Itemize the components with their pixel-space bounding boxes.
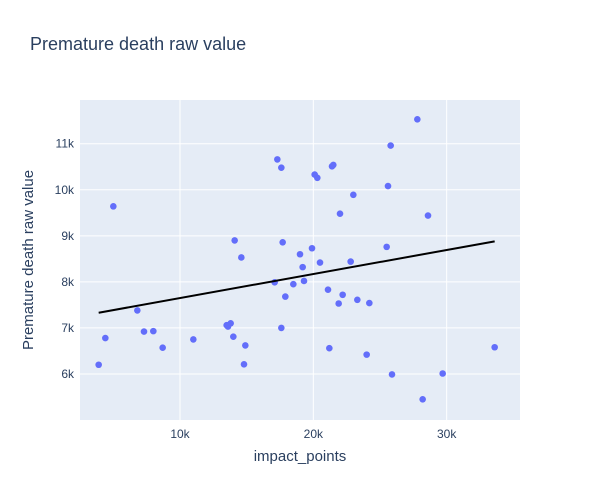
scatter-point — [335, 300, 342, 307]
scatter-point — [190, 336, 197, 343]
scatter-point — [383, 243, 390, 251]
scatter-point — [242, 342, 249, 349]
grid-lines — [80, 100, 520, 420]
scatter-point — [388, 371, 396, 378]
scatter-point — [95, 361, 102, 369]
scatter-point — [150, 327, 157, 335]
scatter-point — [240, 360, 248, 368]
scatter-point — [414, 116, 421, 123]
scatter-point — [330, 161, 337, 169]
scatter-point — [140, 328, 148, 335]
scatter-point — [110, 203, 117, 210]
x-tick-label: 10k — [170, 427, 190, 441]
scatter-point — [424, 212, 432, 219]
scatter-point — [227, 320, 234, 327]
scatter-point — [384, 182, 392, 190]
scatter-point — [419, 395, 426, 403]
scatter-point — [308, 244, 316, 252]
scatter-point — [491, 343, 498, 351]
scatter-point — [278, 164, 285, 171]
scatter-point — [278, 324, 285, 332]
scatter-point — [274, 156, 281, 163]
y-tick-label: 7k — [61, 321, 75, 335]
y-tick-label: 9k — [61, 229, 75, 243]
data-marks — [95, 116, 498, 403]
x-tick-label: 30k — [437, 427, 457, 441]
scatter-point — [326, 344, 333, 352]
scatter-point — [231, 237, 238, 244]
scatter-point — [290, 280, 297, 288]
trendline — [98, 240, 495, 314]
scatter-point — [134, 307, 141, 314]
y-axis-title: Premature death raw value — [20, 170, 37, 350]
y-tick-label: 8k — [61, 275, 75, 289]
scatter-point — [279, 238, 286, 246]
scatter-point — [282, 293, 289, 300]
y-tick-label: 6k — [61, 367, 75, 381]
scatter-point — [363, 351, 370, 358]
scatter-point — [347, 258, 354, 265]
scatter-point — [296, 250, 304, 258]
chart-title: Premature death raw value — [30, 34, 246, 54]
scatter-point — [230, 333, 237, 340]
y-tick-label: 10k — [55, 183, 75, 197]
scatter-point — [439, 370, 446, 377]
x-tick-label: 20k — [304, 427, 324, 441]
x-axis-title: impact_points — [254, 448, 347, 465]
scatter-point — [324, 286, 332, 293]
scatter-point — [314, 174, 321, 182]
scatter-point — [299, 263, 306, 271]
plot-area — [80, 100, 520, 420]
scatter-point — [300, 277, 308, 285]
scatter-point — [159, 344, 166, 352]
scatter-point — [238, 254, 245, 261]
scatter-point — [350, 191, 357, 199]
scatter-point — [354, 296, 361, 304]
tick-labels: 10k 20k 30k 6k 7k 8k 9k 10k 11k — [55, 137, 458, 441]
scatter-point — [336, 210, 344, 218]
y-tick-label: 11k — [56, 137, 75, 151]
scatter-point — [387, 142, 394, 149]
scatter-point — [316, 259, 324, 266]
scatter-point — [366, 299, 373, 307]
scatter-point — [102, 334, 109, 342]
scatter-point — [339, 291, 346, 299]
